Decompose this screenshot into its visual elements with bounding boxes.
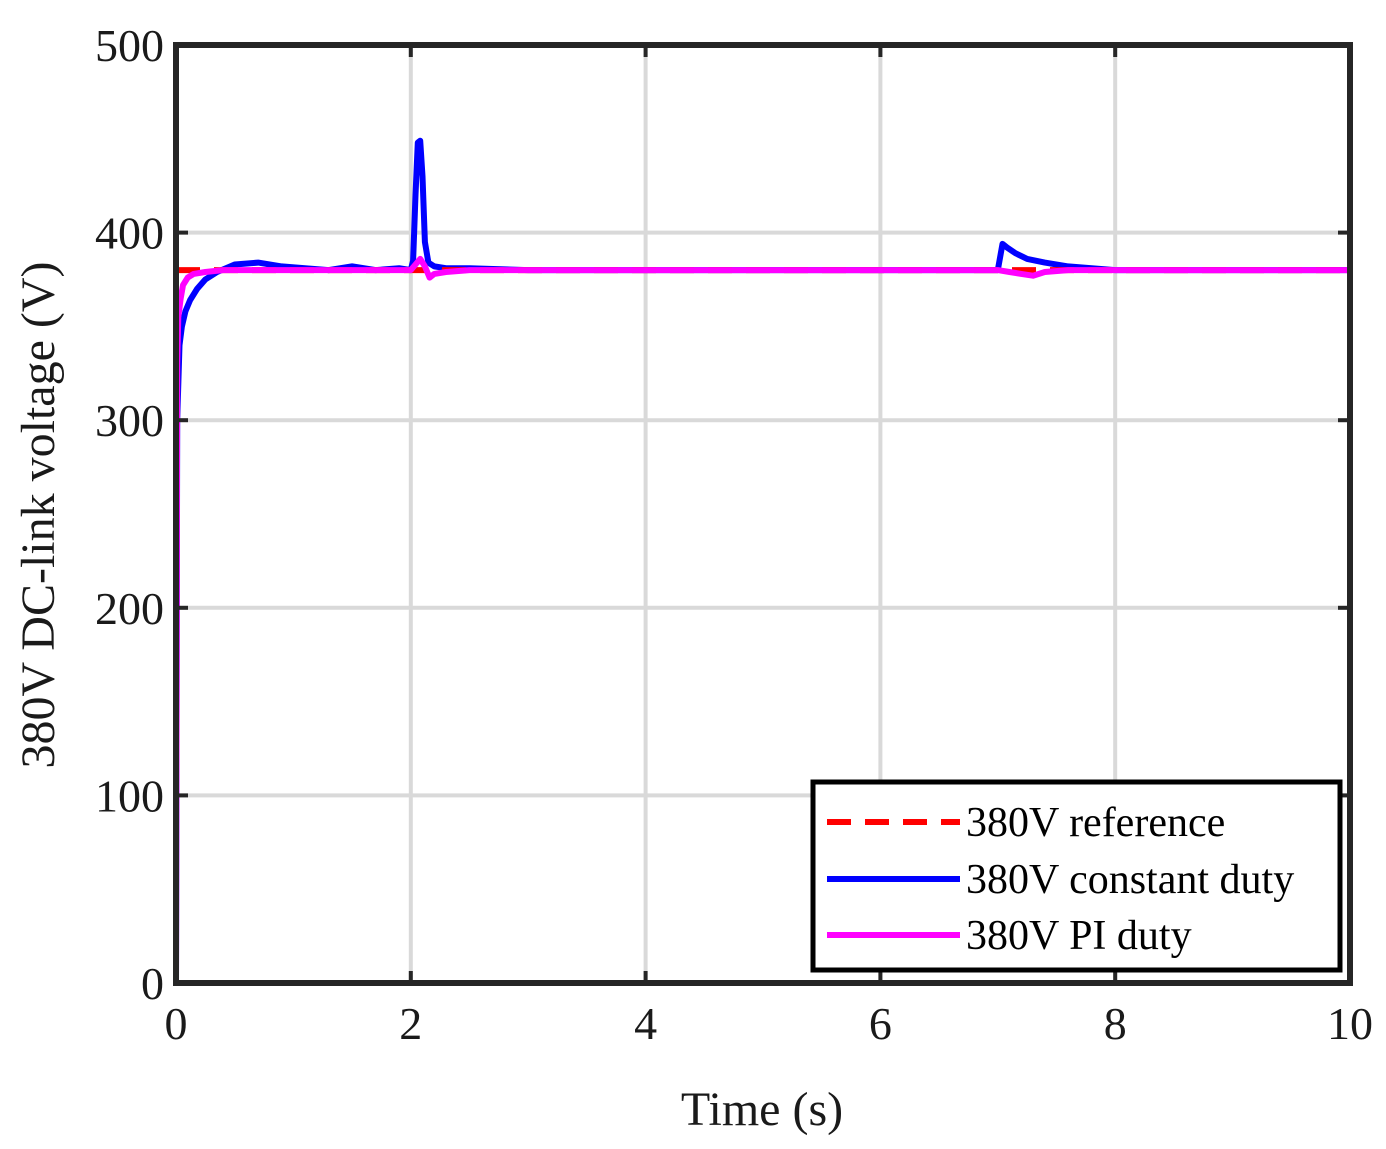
x-tick-label: 10 [1327, 998, 1373, 1049]
y-axis-label: 380V DC-link voltage (V) [12, 261, 65, 768]
x-tick-label: 8 [1104, 998, 1127, 1049]
series-line-380v-constant-duty [173, 137, 1353, 986]
x-tick-label: 4 [634, 998, 657, 1049]
series-line-380v-pi-duty [173, 255, 1353, 986]
legend-label-pi-duty: 380V PI duty [966, 913, 1192, 959]
y-tick-label: 500 [95, 20, 164, 71]
y-tick-label: 400 [95, 208, 164, 259]
legend-label-reference: 380V reference [966, 800, 1225, 846]
legend-label-constant-duty: 380V constant duty [966, 857, 1294, 903]
y-tick-label: 0 [141, 958, 164, 1009]
ticks [174, 43, 1352, 985]
x-tick-label: 0 [165, 998, 188, 1049]
x-tick-label: 6 [869, 998, 892, 1049]
y-tick-label: 200 [95, 583, 164, 634]
y-tick-label: 100 [95, 770, 164, 821]
series-layer [173, 137, 1353, 986]
legend: 380V reference 380V constant duty 380V P… [810, 779, 1343, 973]
plot-frame [173, 42, 1353, 986]
x-axis-label: Time (s) [681, 1083, 843, 1136]
x-tick-label: 2 [399, 998, 422, 1049]
y-tick-label: 300 [95, 395, 164, 446]
